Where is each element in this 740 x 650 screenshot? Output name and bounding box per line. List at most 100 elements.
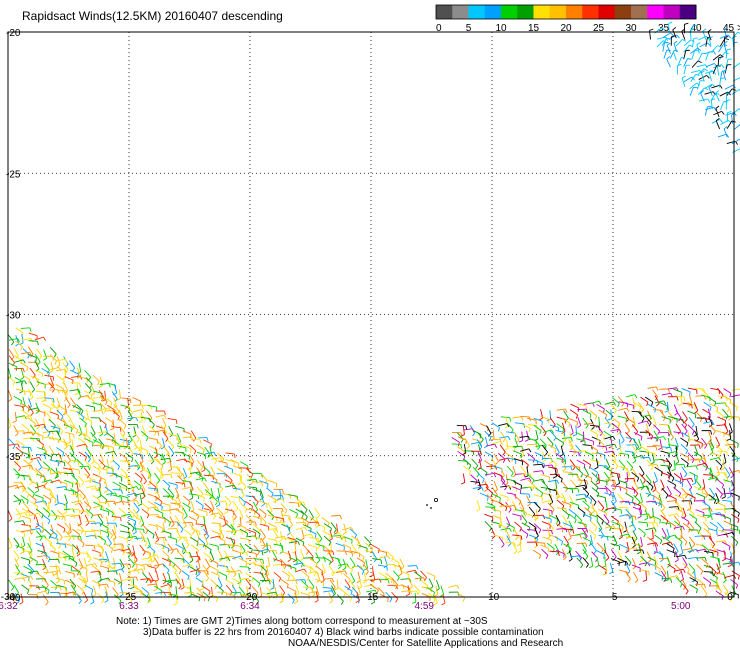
- wind-barb-flag: [292, 577, 295, 582]
- wind-barb: [111, 451, 114, 461]
- wind-barb-flag: [543, 432, 547, 437]
- wind-barb: [691, 50, 696, 60]
- wind-barb: [705, 63, 715, 68]
- wind-barb-flag: [189, 448, 192, 453]
- wind-barb: [252, 577, 261, 584]
- wind-barb-flag: [12, 445, 16, 450]
- wind-barb: [694, 521, 702, 529]
- wind-barb: [548, 444, 557, 450]
- wind-barb-flag: [209, 496, 214, 500]
- wind-barb-flag: [309, 568, 312, 573]
- wind-barb: [92, 465, 101, 472]
- wind-barb: [69, 578, 77, 587]
- wind-barb: [289, 509, 298, 514]
- wind-barb: [428, 578, 434, 587]
- wind-barb: [113, 548, 123, 551]
- wind-barb: [209, 543, 219, 547]
- wind-barb-flag: [59, 536, 63, 541]
- wind-barb-flag: [166, 569, 170, 574]
- wind-barb: [127, 397, 130, 407]
- wind-barb-flag: [203, 497, 205, 502]
- wind-barb-flag: [178, 537, 182, 542]
- wind-barb-flag: [626, 407, 630, 412]
- wind-barb: [41, 522, 45, 532]
- wind-barb: [14, 485, 24, 489]
- wind-barb: [654, 542, 658, 552]
- wind-barb: [258, 559, 265, 568]
- wind-barb-flag: [54, 503, 59, 506]
- wind-barb: [577, 507, 586, 514]
- wind-barb: [91, 549, 101, 554]
- wind-barb: [716, 424, 726, 427]
- wind-barb-flag: [295, 579, 298, 585]
- wind-barb-flag: [653, 480, 658, 484]
- wind-barb: [534, 514, 544, 517]
- wind-barb: [610, 485, 620, 488]
- wind-barb-flag: [639, 406, 642, 411]
- wind-barb-flag: [501, 544, 505, 548]
- wind-barb-flag: [15, 343, 20, 347]
- wind-barb-flag: [609, 527, 612, 532]
- wind-barb: [709, 443, 714, 453]
- wind-barb-flag: [254, 521, 257, 526]
- wind-barb: [703, 550, 713, 554]
- wind-barb: [83, 501, 92, 508]
- wind-barb-flag: [656, 386, 659, 391]
- wind-barb: [534, 438, 541, 447]
- wind-barb: [470, 480, 480, 484]
- wind-barb: [15, 340, 23, 347]
- wind-barb: [162, 530, 172, 534]
- wind-barb-flag: [684, 555, 687, 560]
- wind-barb-flag: [74, 393, 79, 396]
- wind-barb: [266, 591, 276, 595]
- wind-barb: [533, 537, 539, 546]
- wind-barb: [127, 481, 135, 489]
- wind-barb: [48, 418, 56, 426]
- wind-barb-flag: [551, 429, 554, 434]
- wind-barb-flag: [735, 406, 738, 412]
- wind-barb: [716, 402, 726, 404]
- wind-barb: [723, 401, 730, 409]
- wind-barb: [554, 543, 560, 553]
- wind-barb-flag: [77, 523, 82, 527]
- wind-barb: [50, 579, 58, 587]
- wind-barb: [682, 562, 690, 570]
- wind-barb-flag: [234, 453, 236, 459]
- wind-barb-flag: [101, 410, 104, 415]
- wind-barb: [92, 495, 101, 501]
- wind-barb-flag: [23, 485, 27, 490]
- wind-barb: [711, 119, 721, 124]
- wind-barb-flag: [580, 473, 584, 478]
- wind-barb: [640, 536, 643, 546]
- wind-barb: [225, 584, 233, 593]
- wind-barb: [195, 523, 205, 526]
- wind-barb: [619, 432, 625, 441]
- colorbar-swatch: [663, 5, 681, 19]
- wind-barb: [535, 487, 543, 494]
- wind-barb: [133, 586, 142, 592]
- wind-barb: [160, 425, 168, 433]
- wind-barb-flag: [82, 586, 87, 589]
- wind-barb: [29, 556, 38, 562]
- wind-barb: [161, 502, 171, 506]
- wind-barb: [645, 429, 653, 437]
- wind-barb: [167, 439, 175, 447]
- wind-barb: [203, 528, 210, 537]
- wind-barb: [546, 542, 555, 550]
- wind-barb-flag: [715, 527, 718, 532]
- wind-barb: [239, 537, 249, 540]
- wind-barb: [154, 495, 163, 503]
- wind-barb: [168, 508, 178, 511]
- wind-barb: [343, 550, 353, 554]
- wind-barb: [617, 560, 627, 564]
- wind-barb: [680, 544, 684, 554]
- wind-barb-flag: [562, 468, 567, 472]
- wind-barb-flag: [8, 518, 13, 522]
- wind-barb: [682, 477, 692, 481]
- wind-barb: [581, 542, 587, 552]
- wind-barb: [79, 395, 89, 398]
- wind-barb: [76, 443, 86, 447]
- wind-barb: [696, 492, 705, 498]
- wind-barb: [43, 537, 52, 544]
- wind-barb-flag: [709, 406, 712, 412]
